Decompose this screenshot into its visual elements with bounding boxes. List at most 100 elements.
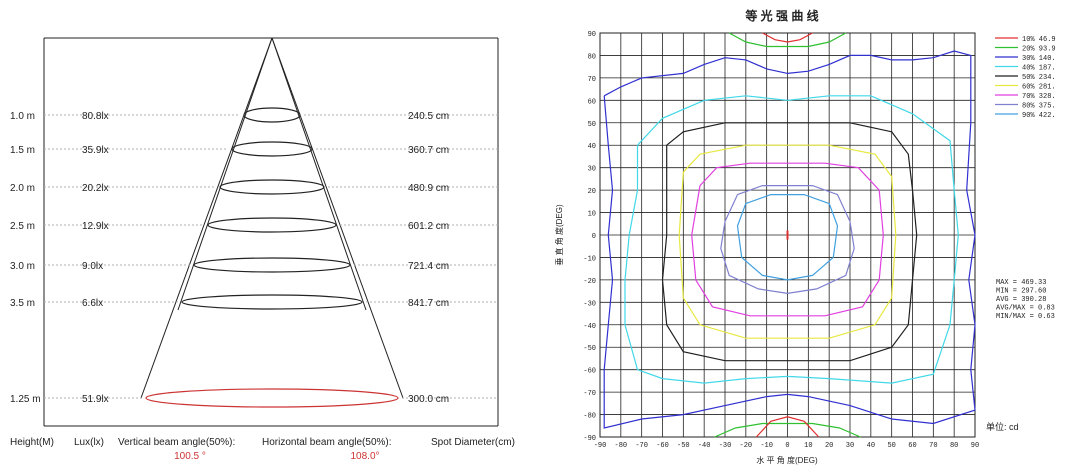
spot-diameter-header: Spot Diameter(cm) [431, 437, 515, 448]
contour-line [624, 95, 959, 384]
row-height: 1.0 m [10, 111, 35, 122]
y-tick-label: -90 [583, 435, 596, 443]
row-height: 3.0 m [10, 261, 35, 272]
x-tick-label: -70 [635, 442, 648, 450]
legend: 10% 46.9 20% 93.930% 140. 40% 187.50% 234.… [995, 36, 1056, 120]
row-diameter: 480.9 cm [408, 183, 449, 194]
row-diameter: 841.7 cm [408, 298, 449, 309]
beam-spot-ellipse [231, 141, 313, 157]
x-tick-label: -10 [760, 442, 773, 450]
contour-line [691, 162, 884, 317]
beam-spot-ellipse [243, 107, 301, 123]
x-tick-label: 90 [971, 442, 979, 450]
beam-footer: Height(M) Lux(lx) Vertical beam angle(50… [10, 437, 515, 462]
x-tick-label: 50 [887, 442, 895, 450]
contour-line [603, 50, 976, 429]
y-axis-label: 垂 直 角 度(DEG) [554, 204, 564, 266]
row-diameter: 240.5 cm [408, 111, 449, 122]
beam-cone-chart: 1.0 m 80.8lx 240.5 cm 1.5 m 35.9lx 360.7 cm 2.… [10, 37, 515, 462]
y-tick-label: -50 [583, 345, 596, 353]
beam-row: 2.0 m 20.2lx 480.9 cm [10, 179, 498, 195]
y-tick-label: -70 [583, 390, 596, 398]
y-tick-label: 10 [588, 211, 596, 219]
stat-line: MIN = 297.60 [996, 288, 1046, 296]
y-tick-label: 50 [588, 121, 596, 129]
x-tick-label: -80 [615, 442, 628, 450]
vertical-angle-value: 100.5 ° [174, 451, 206, 462]
x-tick-label: -90 [594, 442, 607, 450]
x-tick-label: -60 [656, 442, 669, 450]
x-tick-label: 80 [950, 442, 958, 450]
x-tick-label: 0 [785, 442, 789, 450]
row-lux: 80.8lx [82, 111, 109, 122]
contour-lines [603, 32, 976, 438]
height-header: Height(M) [10, 437, 54, 448]
row-height: 1.25 m [10, 394, 41, 405]
contour-line [762, 32, 813, 43]
horizontal-angle-value: 108.0° [350, 451, 379, 462]
highlight-row: 1.25 m 51.9lx 300.0 cm [10, 388, 498, 408]
beam-spot-ellipse [219, 179, 325, 195]
lux-header: Lux(lx) [74, 437, 104, 448]
unit-label: 单位: cd [986, 421, 1019, 432]
row-diameter: 360.7 cm [408, 145, 449, 156]
vertical-angle-header: Vertical beam angle(50%): [118, 437, 235, 448]
x-tick-label: -20 [740, 442, 753, 450]
x-tick-label: -30 [719, 442, 732, 450]
contour-line [736, 194, 839, 281]
x-tick-label: 30 [846, 442, 854, 450]
contour-line [678, 144, 897, 339]
legend-entry: 10% 46.9 [1022, 36, 1056, 44]
stat-line: MAX = 469.33 [996, 279, 1046, 287]
x-tick-label: 70 [929, 442, 937, 450]
x-tick-labels: -90 -80 -70 -60 -50 -40 -30 -20 -10 0 10 20 30 40 50 60… [594, 442, 980, 450]
contour-line [720, 185, 855, 295]
beam-spot-ellipse [145, 388, 399, 408]
row-height: 3.5 m [10, 298, 35, 309]
y-tick-label: 60 [588, 98, 596, 106]
stat-line: AVG = 390.28 [996, 296, 1046, 304]
row-height: 1.5 m [10, 145, 35, 156]
y-tick-label: 70 [588, 76, 596, 84]
beam-spot-ellipse [181, 294, 363, 310]
chart-title: 等 光 强 曲 线 [744, 8, 818, 23]
beam-row: 2.5 m 12.9lx 601.2 cm [10, 217, 498, 233]
row-diameter: 601.2 cm [408, 221, 449, 232]
y-tick-label: -80 [583, 413, 596, 421]
y-tick-label: 30 [588, 166, 596, 174]
y-tick-label: 80 [588, 53, 596, 61]
contour-line [728, 32, 847, 48]
x-axis-label: 水 平 角 度(DEG) [756, 455, 818, 465]
legend-entry: 50% 234. [1022, 74, 1056, 82]
beam-spot-ellipse [207, 217, 337, 233]
stat-line: AVG/MAX = 0.83 [996, 305, 1055, 313]
beam-row: 1.5 m 35.9lx 360.7 cm [10, 141, 498, 157]
x-tick-label: -50 [677, 442, 690, 450]
row-height: 2.0 m [10, 183, 35, 194]
legend-entry: 60% 281. [1022, 84, 1056, 92]
beam-row: 3.0 m 9.0lx 721.4 cm [10, 257, 498, 273]
iso-intensity-chart: 等 光 强 曲 线 90 80 70 60 50 40 30 20 10 0 -10 -20 -30 -4… [554, 8, 1056, 465]
y-tick-label: 40 [588, 143, 596, 151]
row-lux: 35.9lx [82, 145, 109, 156]
x-tick-label: 10 [804, 442, 812, 450]
contour-line [661, 122, 918, 362]
beam-row: 3.5 m 6.6lx 841.7 cm [10, 294, 498, 310]
y-tick-label: -30 [583, 300, 596, 308]
row-diameter: 721.4 cm [408, 261, 449, 272]
legend-entry: 90% 422. [1022, 112, 1056, 120]
stat-line: MIN/MAX = 0.63 [996, 313, 1055, 321]
y-tick-labels: 90 80 70 60 50 40 30 20 10 0 -10 -20 -30 -40 -50 -60 -70… [583, 31, 596, 443]
x-tick-label: 60 [908, 442, 916, 450]
legend-entry: 80% 375. [1022, 103, 1056, 111]
row-diameter: 300.0 cm [408, 394, 449, 405]
row-lux: 12.9lx [82, 221, 109, 232]
y-tick-label: -20 [583, 278, 596, 286]
row-height: 2.5 m [10, 221, 35, 232]
beam-spot-ellipse [193, 257, 351, 273]
x-tick-label: -40 [698, 442, 711, 450]
row-lux: 6.6lx [82, 298, 103, 309]
y-tick-label: -40 [583, 323, 596, 331]
row-lux: 51.9lx [82, 394, 109, 405]
y-tick-label: -60 [583, 368, 596, 376]
